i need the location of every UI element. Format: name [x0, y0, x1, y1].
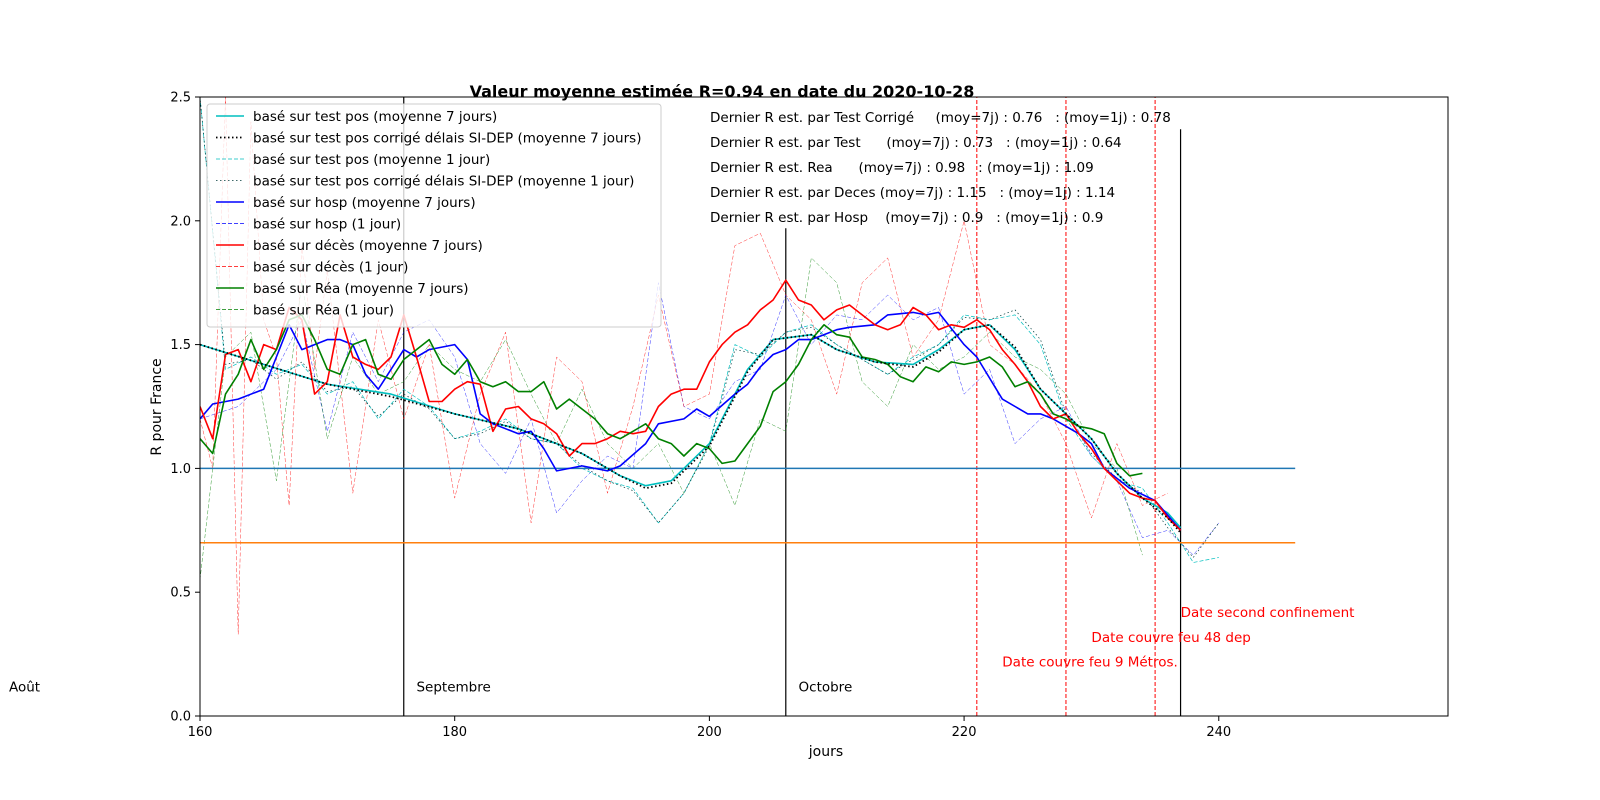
month-label-1: Septembre [416, 679, 490, 695]
legend-entry-7: basé sur décès (1 jour) [253, 260, 408, 276]
y-tick-label: 0.5 [170, 586, 191, 601]
legend: basé sur test pos (moyenne 7 jours) basé … [206, 103, 662, 328]
series-line-0 [200, 323, 1182, 529]
x-tick-label: 240 [1206, 725, 1231, 740]
legend-entry-1: basé sur test pos corrigé délais SI-DEP … [253, 131, 641, 147]
legend-entry-2: basé sur test pos (moyenne 1 jour) [253, 152, 490, 168]
plot-area: Août Septembre Octobre Date second confinem… [9, 97, 1354, 716]
y-tick-label: 0.0 [170, 710, 191, 725]
info-line-0: Dernier R est. par Test Corrigé (moy=7j)… [710, 110, 1171, 126]
series-line-7 [200, 97, 1168, 635]
x-tick-label: 220 [952, 725, 977, 740]
annotation-0: Date second confinement [1181, 605, 1355, 621]
y-tick-label: 1.5 [170, 338, 191, 353]
month-label-2: Octobre [799, 679, 853, 695]
x-axis-label: jours [808, 744, 843, 760]
info-box: Dernier R est. par Test Corrigé (moy=7j)… [710, 110, 1171, 226]
y-axis-label: R pour France [149, 358, 165, 455]
legend-entry-3: basé sur test pos corrigé délais SI-DEP … [253, 174, 634, 190]
info-line-2: Dernier R est. Rea (moy=7j) : 0.98 : (mo… [710, 160, 1094, 176]
series-line-4 [200, 311, 1182, 531]
series-line-1 [200, 323, 1182, 534]
series-line-9 [200, 257, 1143, 580]
x-tick-label: 180 [442, 725, 467, 740]
y-tick-label: 1.0 [170, 462, 191, 477]
axes: 160 180 200 220 240 0.0 0.5 1.0 1.5 2.0 2.5 [170, 91, 1449, 740]
plot-frame [199, 96, 1449, 717]
info-line-1: Dernier R est. par Test (moy=7j) : 0.73 … [710, 135, 1122, 151]
series-line-8 [200, 314, 1143, 477]
legend-entry-0: basé sur test pos (moyenne 7 jours) [253, 109, 497, 125]
series-line-6 [200, 279, 1182, 531]
x-tick-label: 200 [697, 725, 722, 740]
legend-box [206, 103, 662, 328]
chart-title: Valeur moyenne estimée R=0.94 en date du… [470, 82, 975, 101]
y-tick-label: 2.0 [170, 214, 191, 229]
x-tick-label: 160 [188, 725, 213, 740]
info-line-3: Dernier R est. par Deces (moy=7j) : 1.15… [710, 185, 1115, 201]
legend-entry-9: basé sur Réa (1 jour) [253, 303, 394, 319]
legend-entry-4: basé sur hosp (moyenne 7 jours) [253, 195, 476, 211]
y-tick-label: 2.5 [170, 91, 191, 106]
month-label-0: Août [9, 679, 40, 695]
series-line-3 [200, 97, 1220, 558]
annotation-2: Date couvre feu 9 Métros. [1002, 655, 1178, 671]
legend-entry-5: basé sur hosp (1 jour) [253, 217, 401, 233]
info-line-4: Dernier R est. par Hosp (moy=7j) : 0.9 :… [710, 210, 1103, 226]
annotation-1: Date couvre feu 48 dep [1091, 630, 1250, 646]
legend-entry-6: basé sur décès (moyenne 7 jours) [253, 238, 483, 254]
legend-entry-8: basé sur Réa (moyenne 7 jours) [253, 281, 469, 297]
